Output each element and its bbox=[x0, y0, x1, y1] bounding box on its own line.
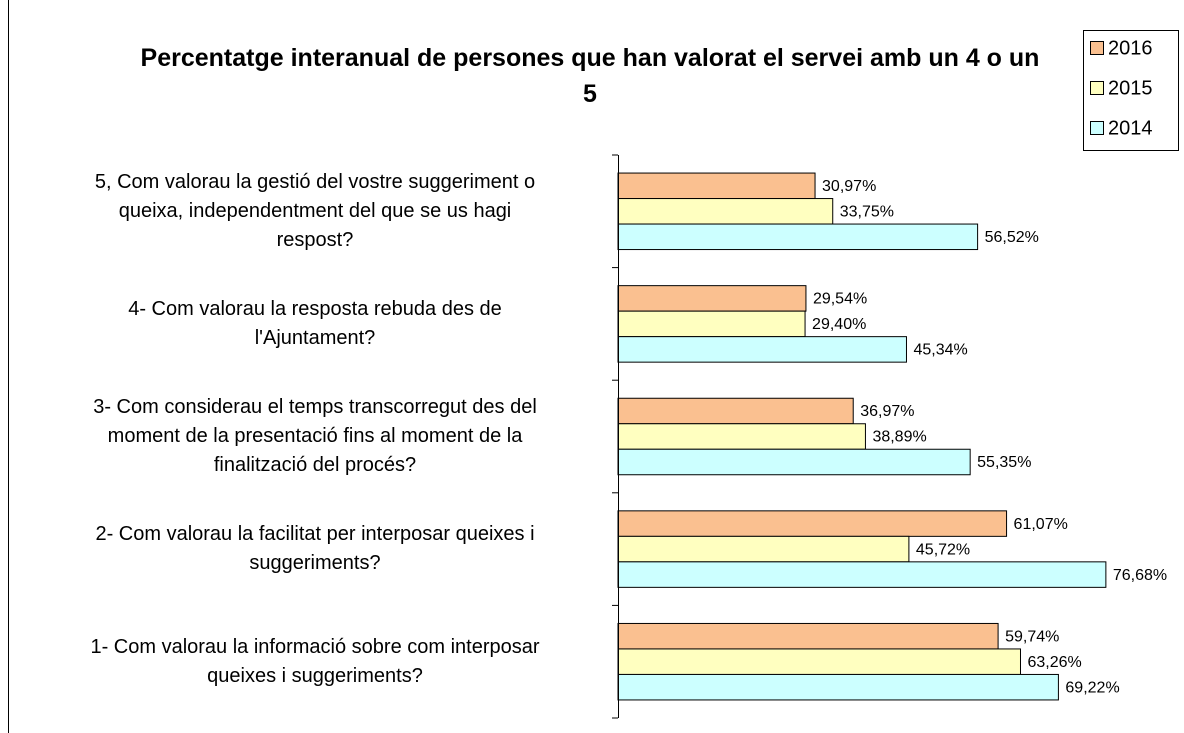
bar bbox=[617, 448, 971, 476]
chart-title: Percentatge interanual de persones que h… bbox=[140, 44, 1040, 108]
bar bbox=[617, 198, 834, 225]
value-label: 29,40% bbox=[812, 316, 866, 333]
bar bbox=[617, 172, 816, 200]
bar bbox=[617, 510, 1008, 537]
bar bbox=[617, 336, 907, 363]
value-label: 61,07% bbox=[1014, 516, 1068, 533]
value-label: 29,54% bbox=[813, 291, 867, 308]
legend-label: 2016 bbox=[1108, 37, 1153, 59]
bar bbox=[617, 622, 999, 650]
legend-swatch bbox=[1090, 41, 1104, 55]
legend-label: 2015 bbox=[1108, 77, 1153, 99]
value-label: 36,97% bbox=[860, 403, 914, 420]
bar bbox=[617, 535, 910, 563]
bar bbox=[617, 423, 866, 450]
bar bbox=[617, 310, 806, 338]
value-label: 45,72% bbox=[916, 541, 970, 558]
bar bbox=[617, 397, 854, 425]
bar bbox=[617, 673, 1059, 701]
bar bbox=[617, 285, 807, 312]
value-label: 30,97% bbox=[822, 178, 876, 195]
legend-label: 2014 bbox=[1108, 117, 1153, 139]
chart-frame bbox=[8, 0, 9, 733]
bar bbox=[617, 648, 1021, 675]
value-label: 69,22% bbox=[1065, 679, 1119, 696]
category-label: 2- Com valorau la facilitat per interpos… bbox=[95, 523, 535, 575]
value-label: 33,75% bbox=[840, 204, 894, 221]
category-label: 4- Com valorau la resposta rebuda des de… bbox=[128, 297, 502, 349]
value-label: 63,26% bbox=[1027, 654, 1081, 671]
value-label: 59,74% bbox=[1005, 628, 1059, 645]
value-label: 55,35% bbox=[977, 454, 1031, 471]
value-label: 45,34% bbox=[913, 342, 967, 359]
category-label: 1- Com valorau la informació sobre com i… bbox=[90, 635, 540, 687]
category-label: 3- Com considerau el temps transcorregut… bbox=[93, 396, 537, 476]
bar bbox=[617, 223, 979, 251]
value-label: 76,68% bbox=[1113, 567, 1167, 584]
legend-swatch bbox=[1090, 81, 1104, 95]
bar bbox=[617, 561, 1107, 588]
legend-swatch bbox=[1090, 121, 1104, 135]
category-label: 5, Com valorau la gestió del vostre sugg… bbox=[94, 170, 536, 251]
value-label: 38,89% bbox=[872, 429, 926, 446]
value-label: 56,52% bbox=[985, 229, 1039, 246]
